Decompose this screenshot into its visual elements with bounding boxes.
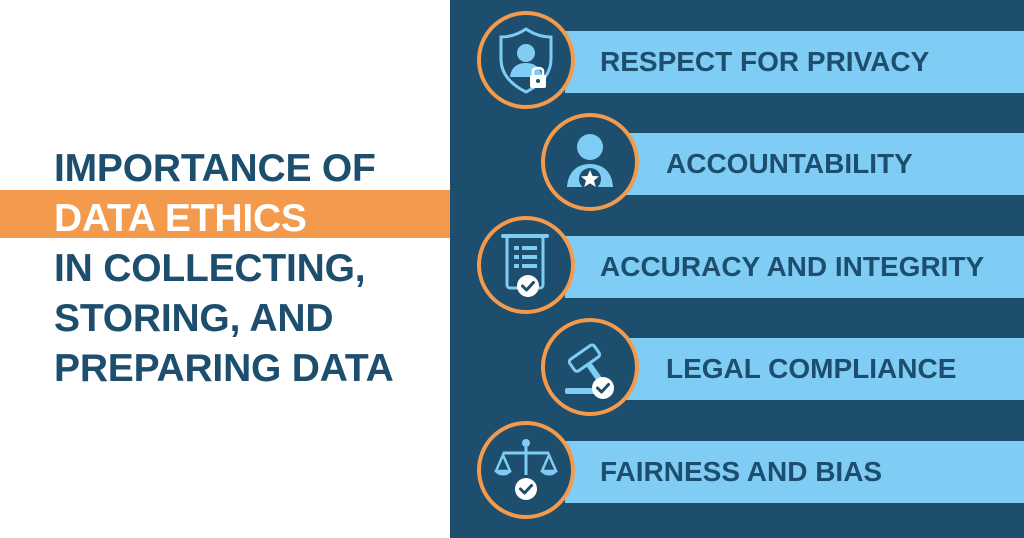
title-line-2-highlight: DATA ETHICS (54, 197, 307, 240)
title-line-4: STORING, AND (54, 297, 334, 340)
principle-band-1: RESPECT FOR PRIVACY (565, 31, 1024, 93)
title-panel: IMPORTANCE OF DATA ETHICS IN COLLECTING,… (0, 0, 450, 538)
title-line-1: IMPORTANCE OF (54, 147, 376, 190)
principle-label-1: RESPECT FOR PRIVACY (600, 46, 930, 77)
scales-check-icon (494, 439, 558, 500)
document-check-icon (501, 234, 549, 297)
principle-band-2: ACCOUNTABILITY (615, 133, 1024, 195)
title-highlight-bar (0, 190, 450, 238)
principle-icon-circle-4 (541, 318, 639, 416)
principle-icon-circle-5 (477, 421, 575, 519)
gavel-check-icon (565, 343, 614, 399)
principle-band-3: ACCURACY AND INTEGRITY (565, 236, 1024, 298)
principle-label-3: ACCURACY AND INTEGRITY (600, 251, 985, 282)
principle-icon-circle-2 (541, 113, 639, 211)
shield-user-lock-icon (499, 27, 553, 94)
user-star-icon (567, 134, 613, 190)
principle-icon-circle-1 (477, 11, 575, 109)
principle-band-4: LEGAL COMPLIANCE (615, 338, 1024, 400)
title-line-5: PREPARING DATA (54, 347, 394, 390)
principle-label-4: LEGAL COMPLIANCE (666, 353, 957, 384)
principle-label-5: FAIRNESS AND BIAS (600, 456, 883, 487)
principle-icon-circle-3 (477, 216, 575, 314)
principle-band-5: FAIRNESS AND BIAS (565, 441, 1024, 503)
title-line-3: IN COLLECTING, (54, 247, 366, 290)
principles-panel: RESPECT FOR PRIVACY ACCOUNTABILITY ACCUR… (450, 0, 1024, 538)
page-title: IMPORTANCE OF DATA ETHICS IN COLLECTING,… (54, 144, 394, 394)
principle-label-2: ACCOUNTABILITY (666, 148, 913, 179)
